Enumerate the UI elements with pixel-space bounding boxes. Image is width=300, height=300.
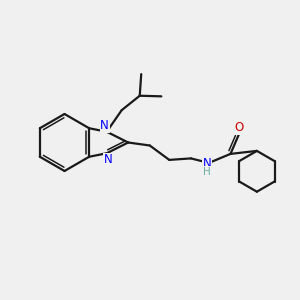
Text: N: N <box>104 153 112 167</box>
Text: N: N <box>203 157 212 170</box>
Text: N: N <box>100 119 109 132</box>
Text: H: H <box>202 167 210 177</box>
Text: O: O <box>235 121 244 134</box>
